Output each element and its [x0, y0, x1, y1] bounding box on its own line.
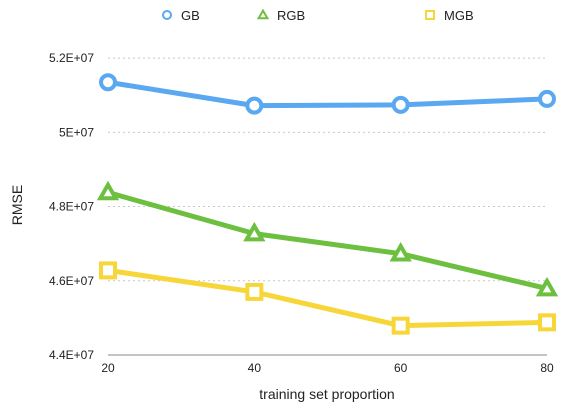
series-gb: [99, 73, 556, 115]
y-tick-labels: 4.4E+07 4.6E+07 4.8E+07 5E+07 5.2E+07: [49, 51, 94, 362]
series-line-rgb: [105, 189, 550, 292]
data-point-mgb: [245, 282, 264, 301]
y-tick-label: 5.2E+07: [49, 51, 94, 65]
series-mgb: [99, 261, 556, 335]
data-point-rgb: [243, 221, 266, 242]
legend-label-mgb: MGB: [444, 8, 474, 23]
y-axis-label: RMSE: [9, 185, 25, 225]
data-point-gb: [245, 96, 264, 115]
legend-marker-mgb: [425, 10, 435, 20]
y-tick-label: 5E+07: [59, 125, 94, 139]
x-tick-label: 60: [394, 361, 408, 375]
y-tick-label: 4.4E+07: [49, 348, 94, 362]
data-point-rgb: [389, 241, 412, 262]
series: [96, 73, 559, 335]
data-point-mgb: [99, 261, 117, 280]
data-point-rgb: [96, 180, 120, 201]
data-point-gb: [391, 95, 410, 114]
data-point-rgb: [535, 276, 559, 297]
data-point-mgb: [538, 313, 556, 332]
series-line-gb: [105, 79, 550, 109]
data-point-mgb: [391, 316, 410, 335]
legend-item-rgb: RGB: [256, 8, 305, 23]
legend-marker-rgb: [256, 8, 270, 20]
y-tick-label: 4.6E+07: [49, 274, 94, 288]
data-point-gb: [99, 73, 117, 92]
grid: [108, 57, 547, 282]
x-tick-labels: 20 40 60 80: [101, 361, 554, 375]
data-point-gb: [538, 89, 556, 108]
y-tick-label: 4.8E+07: [49, 200, 94, 214]
x-tick-label: 80: [540, 361, 554, 375]
legend-item-gb: GB: [162, 8, 200, 23]
legend-marker-gb: [162, 10, 172, 20]
legend: GB RGB MGB: [162, 8, 474, 23]
legend-label-gb: GB: [181, 8, 200, 23]
x-tick-label: 40: [248, 361, 262, 375]
legend-item-mgb: MGB: [425, 8, 474, 23]
x-tick-label: 20: [101, 361, 115, 375]
series-rgb: [96, 180, 559, 297]
series-line-mgb: [105, 267, 550, 329]
legend-label-rgb: RGB: [277, 8, 305, 23]
x-axis-label: training set proportion: [259, 386, 394, 402]
